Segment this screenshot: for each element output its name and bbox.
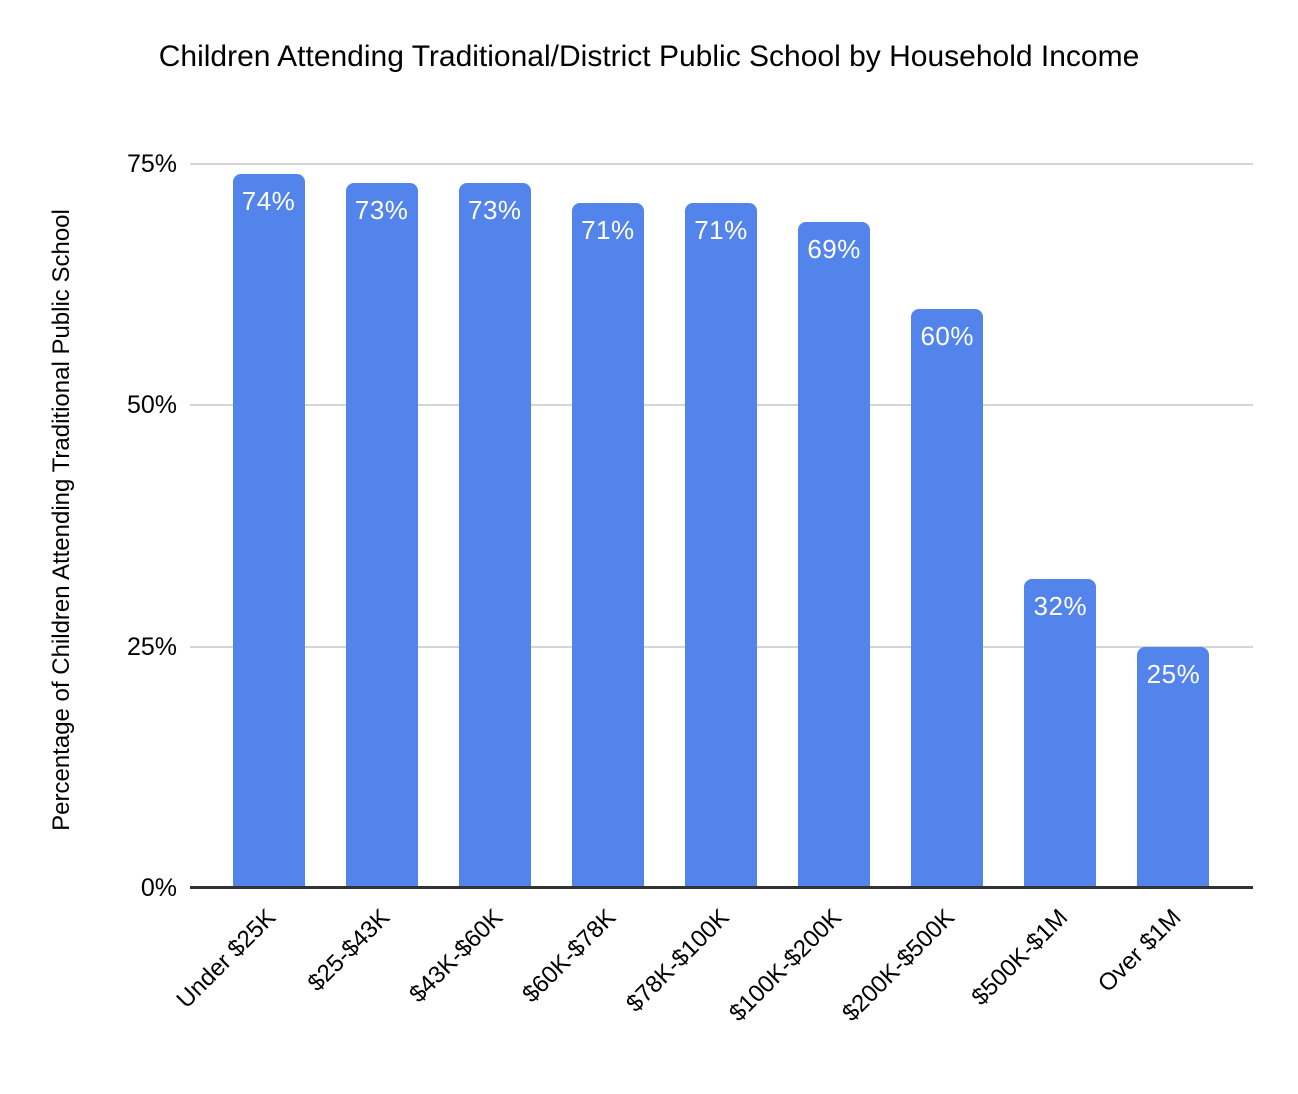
plot-area: 74% 73% 73% 71% 71% 69% 60% 32% 25%	[190, 140, 1253, 889]
x-tick-label: $78K-$100K	[620, 904, 735, 1018]
x-axis-line	[190, 886, 1253, 889]
bar-value-label: 74%	[241, 185, 296, 216]
bar--60k-78k: 71%	[571, 202, 644, 888]
bar--200k-500k: 60%	[911, 308, 984, 888]
bar--43k-60k: 73%	[458, 183, 531, 888]
y-tick-label: 25%	[126, 632, 177, 661]
bar-value-label: 25%	[1146, 658, 1201, 689]
bar-value-label: 69%	[807, 234, 861, 265]
bar-value-label: 60%	[920, 320, 974, 351]
bar--78k-100k: 71%	[685, 202, 757, 888]
gridline-75	[190, 163, 1253, 166]
x-tick-label: $500K-$1M	[966, 904, 1074, 1011]
bar-value-label: 32%	[1033, 591, 1088, 622]
x-tick-label: $43K-$60K	[403, 904, 508, 1009]
x-tick-label: $100K-$200K	[724, 904, 848, 1027]
x-tick-label: $200K-$500K	[837, 904, 961, 1027]
x-tick-label: Over $1M	[1092, 904, 1187, 998]
y-tick-label: 75%	[126, 150, 177, 179]
y-tick-label: 50%	[126, 391, 177, 420]
bar-value-label: 73%	[354, 195, 409, 226]
bar-value-label: 71%	[581, 214, 635, 245]
bar--500k-1m: 32%	[1024, 579, 1097, 888]
x-tick-label: $60K-$78K	[516, 904, 621, 1009]
y-axis-title: Percentage of Children Attending Traditi…	[48, 209, 75, 831]
bar-value-label: 71%	[694, 214, 748, 245]
y-tick-label: 0%	[140, 874, 177, 902]
bar-under-25k: 74%	[232, 173, 305, 888]
x-tick-label: Under $25K	[171, 904, 282, 1014]
bar-value-label: 73%	[467, 195, 522, 226]
bar--25-43k: 73%	[345, 183, 418, 888]
bar--100k-200k: 69%	[798, 222, 871, 888]
bar-over-1m: 25%	[1137, 646, 1210, 888]
x-tick-label: $25-$43K	[302, 904, 395, 997]
chart-title: Children Attending Traditional/District …	[158, 40, 1140, 73]
